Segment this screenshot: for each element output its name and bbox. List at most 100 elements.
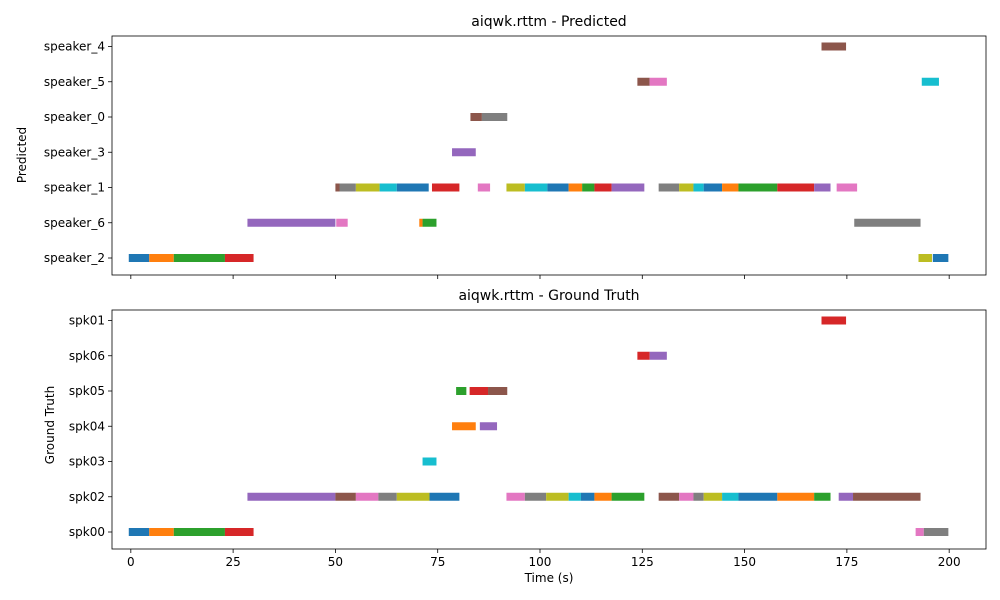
- segment-spk02-8: [355, 492, 379, 501]
- y-tick-label-speaker_4: speaker_4: [44, 40, 105, 54]
- x-tick-label-200: 200: [938, 555, 961, 569]
- x-axis-label: Time (s): [524, 571, 574, 585]
- segment-spk01-37: [821, 316, 847, 325]
- x-tick-label-50: 50: [328, 555, 343, 569]
- segment-spk02-21: [693, 492, 704, 501]
- y-tick-label-spk06: spk06: [69, 349, 105, 363]
- ground-truth-panel: aiqwk.rttm - Ground Truth Ground Truth T…: [43, 288, 987, 585]
- segment-speaker_5-39: [921, 77, 939, 86]
- segment-speaker_1-29: [722, 183, 739, 192]
- segment-speaker_5-38: [649, 77, 667, 86]
- segment-spk00-0: [128, 528, 150, 536]
- predicted-plot-frame: [111, 35, 987, 276]
- segment-speaker_6-8: [419, 218, 423, 227]
- ground-truth-x-ticks: 0 25 50 75 100 125 150 175 200: [127, 549, 961, 569]
- segment-spk05-33: [469, 387, 489, 395]
- segment-speaker_1-21: [568, 183, 583, 192]
- y-tick-label-spk04: spk04: [69, 419, 105, 433]
- segment-spk02-10: [396, 492, 430, 501]
- segment-speaker_1-18: [506, 183, 525, 192]
- segment-speaker_1-31: [777, 183, 815, 192]
- segment-spk02-26: [814, 492, 831, 501]
- segment-spk02-27: [838, 492, 854, 501]
- segment-spk02-18: [611, 492, 645, 501]
- y-tick-label-speaker_2: speaker_2: [44, 251, 105, 265]
- segment-spk00-2: [173, 528, 225, 536]
- segment-spk00-4: [915, 528, 924, 536]
- segment-spk02-20: [679, 492, 694, 501]
- segment-speaker_1-16: [431, 183, 460, 192]
- x-tick-label-100: 100: [529, 555, 552, 569]
- segment-speaker_1-20: [547, 183, 569, 192]
- segment-speaker_1-14: [379, 183, 397, 192]
- segment-speaker_1-24: [611, 183, 645, 192]
- ground-truth-title: aiqwk.rttm - Ground Truth: [458, 288, 639, 304]
- y-tick-label-spk02: spk02: [69, 490, 105, 504]
- segment-speaker_2-1: [149, 254, 174, 262]
- segment-speaker_1-22: [582, 183, 595, 192]
- segment-spk05-32: [456, 387, 467, 395]
- segment-spk02-25: [777, 492, 815, 501]
- x-tick-label-25: 25: [225, 555, 240, 569]
- segment-spk02-15: [568, 492, 581, 501]
- y-tick-label-speaker_5: speaker_5: [44, 75, 105, 89]
- segment-speaker_1-19: [524, 183, 548, 192]
- segment-speaker_6-7: [336, 218, 348, 227]
- segment-spk04-31: [479, 422, 498, 431]
- segment-spk05-34: [488, 387, 508, 395]
- segment-spk02-28: [853, 492, 921, 501]
- segment-spk02-19: [658, 492, 680, 501]
- segment-spk02-11: [429, 492, 460, 501]
- segment-speaker_1-32: [814, 183, 831, 192]
- segment-speaker_6-6: [247, 218, 336, 227]
- predicted-x-ticks: [130, 275, 950, 279]
- segment-speaker_1-26: [679, 183, 694, 192]
- segment-spk02-23: [722, 492, 739, 501]
- segment-speaker_6-10: [854, 218, 921, 227]
- segment-spk00-5: [923, 528, 949, 536]
- ground-truth-y-ticks: spk00 spk02 spk03 spk04 spk05 spk06 spk01: [69, 314, 112, 539]
- segment-spk02-6: [247, 492, 336, 501]
- segment-speaker_2-0: [128, 254, 150, 262]
- segment-speaker_1-33: [836, 183, 858, 192]
- segment-speaker_5-37: [637, 77, 650, 86]
- segment-speaker_2-4: [918, 254, 932, 262]
- y-tick-label-spk05: spk05: [69, 384, 105, 398]
- predicted-y-axis-label: Predicted: [15, 127, 29, 183]
- segment-speaker_2-3: [224, 254, 254, 262]
- ground-truth-y-axis-label: Ground Truth: [43, 386, 57, 464]
- x-tick-label-175: 175: [835, 555, 858, 569]
- segment-spk02-9: [378, 492, 397, 501]
- segment-speaker_1-23: [594, 183, 612, 192]
- y-tick-label-spk00: spk00: [69, 525, 105, 539]
- segment-speaker_2-2: [173, 254, 225, 262]
- segment-spk02-12: [506, 492, 525, 501]
- y-tick-label-speaker_6: speaker_6: [44, 216, 105, 230]
- y-tick-label-speaker_1: speaker_1: [44, 181, 105, 195]
- x-tick-label-75: 75: [430, 555, 445, 569]
- segment-speaker_1-11: [335, 183, 340, 192]
- segment-spk02-7: [335, 492, 356, 501]
- ground-truth-segments: [128, 316, 949, 536]
- segment-spk02-22: [703, 492, 723, 501]
- segment-spk00-3: [224, 528, 254, 536]
- segment-spk02-17: [594, 492, 612, 501]
- predicted-title: aiqwk.rttm - Predicted: [471, 14, 626, 30]
- y-tick-label-speaker_3: speaker_3: [44, 145, 105, 159]
- x-tick-label-125: 125: [631, 555, 654, 569]
- segment-spk04-30: [452, 422, 476, 431]
- segment-speaker_0-35: [470, 113, 482, 121]
- segment-speaker_1-25: [658, 183, 680, 192]
- segment-speaker_1-15: [396, 183, 429, 192]
- segment-speaker_2-5: [932, 254, 949, 262]
- segment-spk00-1: [149, 528, 174, 536]
- segment-spk06-35: [637, 351, 650, 360]
- segment-speaker_1-13: [355, 183, 380, 192]
- segment-spk03-29: [422, 457, 437, 466]
- segment-speaker_4-40: [821, 42, 847, 51]
- segment-speaker_1-12: [339, 183, 356, 192]
- x-tick-label-150: 150: [733, 555, 756, 569]
- segment-spk06-36: [649, 351, 667, 360]
- segment-speaker_1-27: [693, 183, 704, 192]
- predicted-segments: [128, 42, 949, 262]
